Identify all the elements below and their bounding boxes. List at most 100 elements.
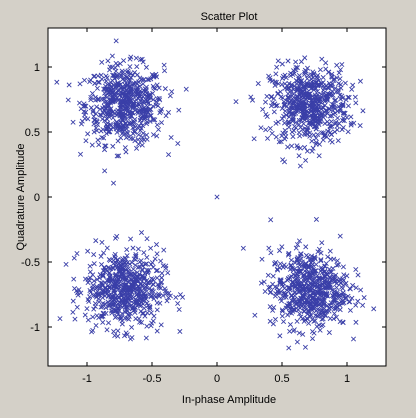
scatter-point: [293, 59, 299, 65]
scatter-point: [355, 298, 361, 304]
scatter-point: [302, 69, 308, 75]
scatter-point: [290, 134, 296, 140]
scatter-point: [173, 294, 179, 300]
scatter-point: [143, 64, 149, 70]
scatter-point: [286, 251, 292, 257]
scatter-point: [110, 265, 116, 271]
scatter-point: [353, 267, 359, 273]
scatter-point: [122, 255, 128, 261]
scatter-point: [294, 318, 300, 324]
scatter-point: [115, 80, 121, 86]
scatter-point: [147, 306, 153, 312]
scatter-point: [337, 76, 343, 82]
scatter-point: [165, 270, 171, 276]
scatter-point: [106, 266, 112, 272]
scatter-point: [304, 297, 310, 303]
scatter-point: [126, 301, 132, 307]
scatter-point: [111, 287, 117, 293]
scatter-point: [300, 331, 306, 337]
scatter-point: [298, 256, 304, 262]
y-tick-label: 0: [34, 192, 40, 204]
scatter-point: [54, 79, 60, 85]
scatter-point: [263, 111, 269, 117]
scatter-point: [322, 120, 328, 127]
scatter-point: [102, 83, 109, 89]
scatter-point: [138, 308, 144, 314]
scatter-point: [323, 270, 329, 276]
scatter-point: [162, 68, 168, 74]
scatter-point: [128, 75, 134, 81]
scatter-point: [319, 94, 325, 100]
scatter-point: [89, 90, 95, 96]
scatter-point: [123, 297, 129, 303]
scatter-point: [137, 75, 143, 81]
scatter-point: [96, 142, 102, 148]
scatter-point: [289, 96, 295, 102]
scatter-point: [104, 327, 110, 333]
scatter-point: [149, 260, 155, 266]
scatter-point: [315, 96, 321, 102]
scatter-point: [324, 303, 330, 309]
scatter-point: [331, 296, 337, 302]
scatter-point: [144, 254, 150, 260]
scatter-point: [127, 113, 133, 119]
scatter-point: [115, 328, 121, 334]
scatter-point: [156, 293, 162, 299]
scatter-point: [154, 307, 160, 313]
scatter-point: [308, 267, 314, 273]
scatter-point: [128, 121, 134, 127]
scatter-point: [296, 122, 302, 128]
scatter-point: [74, 304, 80, 310]
scatter-point: [72, 285, 78, 291]
scatter-point: [301, 264, 307, 270]
scatter-point: [100, 110, 106, 116]
scatter-point: [176, 306, 182, 313]
scatter-point: [315, 82, 321, 88]
scatter-point: [144, 132, 150, 138]
scatter-point: [337, 233, 343, 239]
scatter-point: [93, 322, 99, 328]
scatter-point: [155, 127, 161, 133]
scatter-point: [328, 269, 334, 275]
scatter-point: [157, 300, 163, 306]
scatter-point: [87, 294, 93, 300]
scatter-point: [321, 305, 327, 311]
scatter-point: [265, 272, 271, 278]
scatter-point: [336, 70, 342, 76]
scatter-point: [100, 304, 106, 310]
scatter-point: [108, 100, 114, 106]
scatter-point: [314, 103, 320, 109]
scatter-point: [102, 105, 108, 111]
scatter-point: [262, 99, 269, 105]
scatter-point: [326, 305, 332, 311]
scatter-point: [334, 258, 340, 264]
scatter-point: [314, 296, 320, 302]
scatter-point: [319, 111, 325, 117]
scatter-point: [85, 317, 91, 323]
scatter-point: [160, 292, 166, 298]
scatter-point: [154, 122, 160, 128]
scatter-point: [149, 288, 155, 294]
scatter-point: [106, 303, 112, 309]
scatter-point: [286, 94, 292, 100]
scatter-point: [159, 275, 165, 281]
scatter-point: [317, 276, 323, 282]
scatter-point: [150, 116, 156, 122]
scatter-point: [349, 86, 355, 92]
scatter-point: [269, 130, 275, 136]
scatter-point: [322, 293, 328, 299]
scatter-point: [102, 143, 108, 149]
scatter-point: [345, 129, 351, 135]
scatter-point: [138, 300, 144, 306]
scatter-point: [281, 113, 287, 119]
scatter-point: [292, 284, 298, 290]
scatter-point: [158, 285, 164, 291]
scatter-point: [297, 133, 303, 139]
scatter-point: [279, 106, 285, 112]
scatter-point: [282, 108, 288, 114]
scatter-point: [307, 130, 313, 136]
scatter-point: [110, 86, 116, 92]
scatter-point: [287, 322, 293, 328]
scatter-point: [103, 125, 109, 131]
scatter-point: [261, 279, 267, 285]
